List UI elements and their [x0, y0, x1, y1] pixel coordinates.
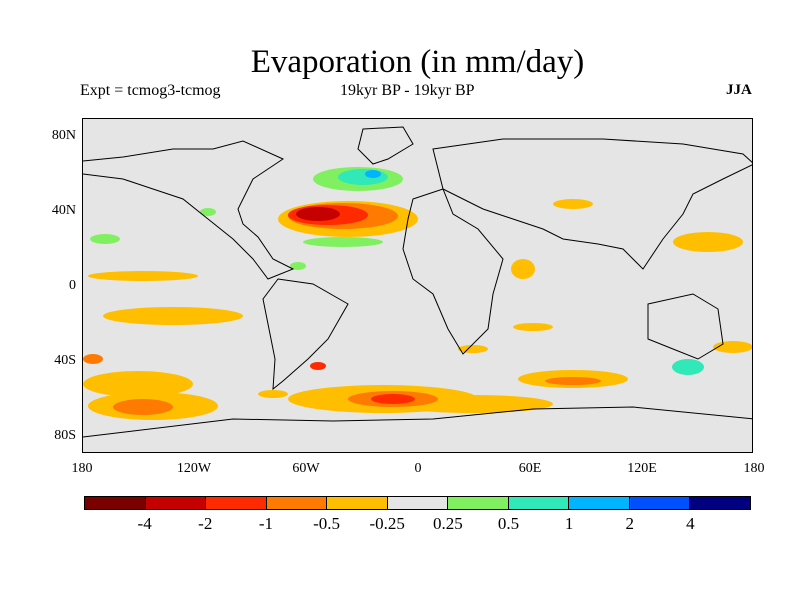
- y-tick-40n: 40N: [51, 203, 76, 218]
- colorbar-swatch: [508, 497, 570, 509]
- map-canvas: [83, 126, 752, 438]
- colorbar-label: 2: [625, 514, 634, 533]
- colorbar-label: -1: [258, 514, 273, 533]
- x-tick-120w: 120W: [176, 461, 212, 476]
- x-tick-60w: 60W: [292, 461, 320, 476]
- colorbar-swatch: [206, 497, 267, 509]
- coastlines: [83, 126, 752, 438]
- colorbar-swatch: [266, 497, 328, 509]
- x-tick-180e: 180: [743, 461, 765, 476]
- colorbar-swatch: [387, 497, 449, 509]
- period-label: 19kyr BP - 19kyr BP: [340, 82, 475, 99]
- colorbar-swatch: [448, 497, 509, 509]
- x-tick-0: 0: [414, 461, 422, 476]
- colorbar-label: 0.5: [497, 514, 520, 533]
- positive-anomaly-patches: [90, 167, 704, 375]
- season-label: JJA: [726, 82, 752, 98]
- colorbar-swatch: [145, 497, 207, 509]
- y-tick-0: 0: [69, 278, 76, 293]
- colorbar-label: 0.25: [432, 514, 463, 533]
- y-tick-80s: 80S: [54, 428, 76, 443]
- x-tick-60e: 60E: [518, 461, 542, 476]
- colorbar-label: 4: [686, 514, 695, 533]
- y-tick-40s: 40S: [54, 353, 76, 368]
- colorbar-swatch: [569, 497, 630, 509]
- colorbar-label: -0.25: [369, 514, 405, 533]
- map-panel: [82, 118, 753, 453]
- north-atlantic-hotspot: [278, 201, 418, 237]
- colorbar-swatch: [327, 497, 388, 509]
- negative-anomaly-patches: [83, 199, 752, 420]
- map-title: Evaporation (in mm/day): [250, 44, 585, 80]
- colorbar-swatch: [85, 497, 146, 509]
- colorbar-label: -0.5: [313, 514, 340, 533]
- x-tick-180w: 180: [71, 461, 93, 476]
- colorbar-label: -4: [137, 514, 152, 533]
- x-tick-120e: 120E: [627, 461, 657, 476]
- colorbar-label: -2: [198, 514, 213, 533]
- colorbar-swatch: [629, 497, 691, 509]
- colorbar-label: 1: [564, 514, 574, 533]
- y-tick-80n: 80N: [51, 128, 76, 143]
- colorbar-swatch: [690, 497, 751, 509]
- colorbar: [84, 496, 751, 510]
- experiment-label: Expt = tcmog3-tcmog: [80, 82, 221, 99]
